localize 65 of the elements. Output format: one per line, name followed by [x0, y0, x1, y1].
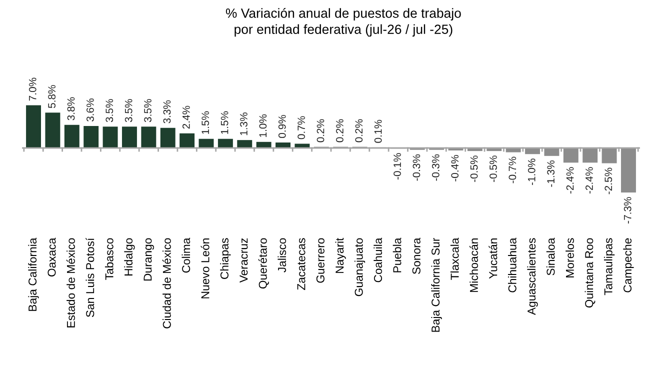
data-label: -0.1% [394, 153, 401, 180]
data-label: 1.5% [202, 111, 210, 134]
data-label: 0.9% [278, 114, 286, 138]
x-tick-label: Chiapas [220, 238, 231, 279]
x-tick-label: Tamaulipas [604, 238, 615, 296]
data-label: -0.3% [412, 154, 420, 181]
data-label: -0.5% [470, 156, 478, 182]
x-tick-label: Morelos [566, 238, 574, 278]
data-label: 1.5% [220, 111, 228, 134]
data-label: 0.2% [336, 119, 344, 142]
x-tick-label: Ciudad de México [162, 238, 171, 328]
x-tick-label: Nuevo León [200, 238, 210, 298]
data-label: 0.2% [355, 119, 363, 142]
data-label: 3.3% [163, 100, 171, 124]
data-label: 3.5% [144, 99, 152, 122]
x-tick-label: Michoacán [470, 238, 478, 292]
data-label: -1.3% [547, 160, 555, 187]
x-tick-label: Querétaro [258, 238, 269, 289]
x-tick-label: Guanajuato [354, 238, 366, 296]
data-label: 3.8% [67, 97, 75, 120]
data-label: 3.6% [86, 98, 94, 122]
data-label: -1.0% [528, 158, 536, 186]
data-label: -0.4% [451, 154, 459, 182]
data-label: 0.1% [374, 120, 382, 143]
data-label: 3.5% [124, 99, 132, 122]
x-tick-label: Guerrero [316, 238, 324, 283]
x-tick-label: Tabasco [104, 238, 114, 280]
x-tick-label: San Luis Potosí [86, 238, 94, 318]
data-label: -0.7% [508, 156, 516, 184]
x-tick-label: Puebla [392, 238, 402, 272]
x-tick-label: Aguascalientes [527, 238, 538, 315]
x-tick-label: Veracruz [240, 238, 248, 283]
x-tick-label: Colima [182, 238, 190, 273]
data-label: -2.5% [604, 168, 612, 194]
data-label: 5.8% [48, 85, 56, 108]
x-tick-label: Estado de México [66, 238, 75, 328]
data-label: -0.3% [432, 154, 440, 181]
x-tick-label: Sonora [412, 238, 420, 274]
data-label: -7.3% [624, 197, 632, 224]
chart-title: % Variación anual de puestos de trabajo por entidad federativa (jul-26 / jul -25) [226, 8, 461, 37]
x-tick-label: Baja California [28, 238, 39, 311]
x-tick-label: Campeche [623, 238, 634, 292]
data-label: -2.4% [586, 167, 593, 194]
x-tick-label: Sinaloa [546, 238, 555, 276]
x-tick-label: Chihuahua [508, 238, 516, 292]
data-label: 3.5% [106, 99, 114, 122]
data-label: 0.7% [298, 116, 306, 140]
x-tick-label: Hidalgo [124, 238, 135, 276]
data-label: 1.3% [240, 112, 248, 136]
data-label: 2.4% [182, 106, 190, 129]
x-tick-label: Durango [144, 238, 154, 281]
x-tick-label: Yucatán [488, 238, 498, 279]
data-label: -0.5% [490, 156, 497, 182]
x-tick-label: Tlaxcala [450, 238, 459, 280]
x-tick-label: Quintana Roo [584, 238, 596, 308]
x-tick-label: Nayarit [335, 238, 346, 273]
x-tick-label: Jalisco [278, 238, 286, 272]
x-tick-label: Oaxaca [48, 238, 56, 276]
data-label: 7.0% [28, 78, 36, 101]
data-label: -2.4% [566, 167, 574, 194]
x-tick-label: Baja California Sur [431, 238, 442, 332]
x-tick-label: Zacatecas [297, 238, 306, 290]
data-label: 1.0% [259, 114, 267, 137]
data-label: 0.2% [316, 119, 324, 142]
x-tick-label: Coahuila [374, 238, 382, 282]
